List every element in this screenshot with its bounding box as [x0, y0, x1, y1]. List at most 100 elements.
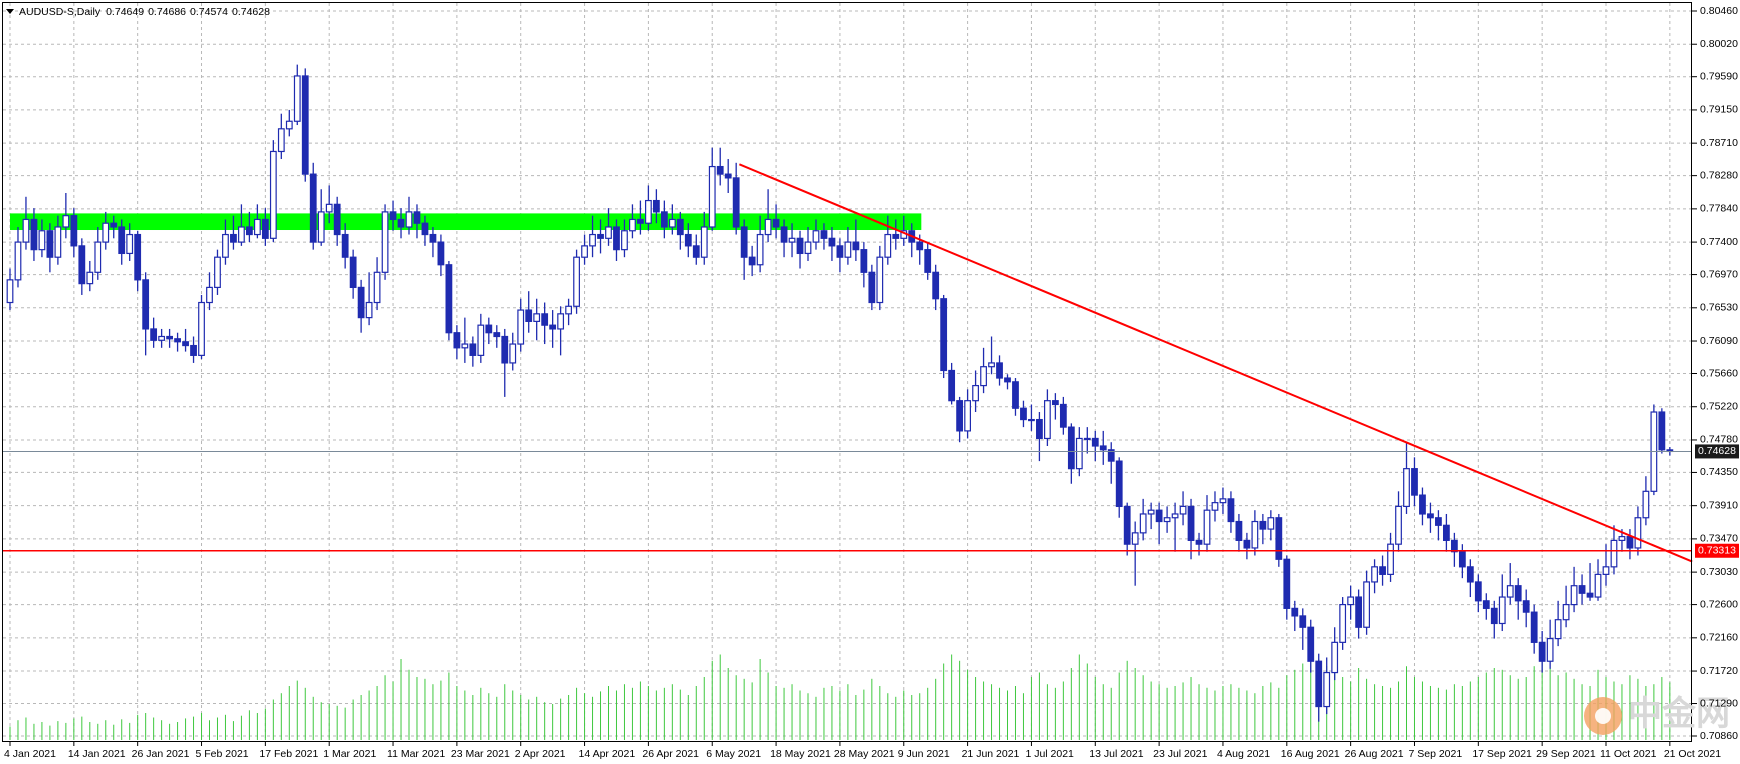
y-tick-label: 0.76090 [1700, 335, 1738, 347]
y-tick-label: 0.70860 [1700, 730, 1738, 742]
candle-body [246, 226, 253, 236]
candle-body [1331, 641, 1339, 674]
candle-body [1435, 517, 1442, 526]
candle-body [780, 226, 788, 243]
candle-body [1387, 543, 1394, 575]
x-tick-label: 4 Jan 2021 [4, 748, 56, 760]
y-tick-label: 0.73910 [1700, 499, 1738, 511]
candle-body [1395, 505, 1402, 545]
trendline [738, 163, 1693, 563]
x-tick-label: 17 Sep 2021 [1472, 748, 1532, 760]
x-tick-label: 17 Feb 2021 [259, 748, 318, 760]
candle-body [684, 233, 692, 247]
candle-body [756, 233, 764, 266]
candle-body [772, 218, 780, 228]
high: 0.74686 [148, 6, 186, 18]
candle-body [333, 203, 341, 236]
candle-body [1036, 418, 1043, 440]
candle-body [341, 233, 349, 258]
symbol: AUDUSD-S,Daily [19, 6, 101, 18]
candle-body [1163, 517, 1171, 523]
candle-body [940, 298, 948, 372]
candle-body [1155, 509, 1163, 523]
candle-body [956, 400, 964, 432]
y-tick-label: 0.72160 [1700, 632, 1738, 644]
candle-body [261, 218, 269, 239]
candle-body [134, 233, 142, 281]
candle-body [365, 301, 373, 319]
candle-body [469, 343, 477, 356]
y-tick-label: 0.76530 [1700, 302, 1738, 314]
candle-body [692, 245, 700, 258]
candle-body [1283, 558, 1291, 609]
candle-body [764, 218, 772, 236]
candle-body [1538, 641, 1546, 662]
x-tick-label: 23 Mar 2021 [451, 748, 510, 760]
candle-body [652, 199, 660, 213]
candle-body [668, 218, 676, 228]
candle-body [972, 384, 979, 402]
candle-body [1482, 600, 1490, 609]
candle-body [253, 218, 261, 236]
y-tick-label: 0.75220 [1700, 401, 1738, 413]
candle-body [1243, 539, 1251, 549]
candle-body [1115, 460, 1123, 508]
candle-body [269, 150, 277, 239]
candle-body [852, 241, 860, 251]
candle-body [373, 271, 381, 304]
y-tick-label: 0.75660 [1700, 367, 1738, 379]
candle-body [485, 324, 493, 334]
candle-body [1490, 607, 1498, 625]
x-tick-label: 29 Sep 2021 [1536, 748, 1596, 760]
candle-body [198, 301, 205, 356]
candle-body [1403, 468, 1410, 508]
y-tick-label: 0.73470 [1700, 533, 1738, 545]
x-tick-label: 28 May 2021 [834, 748, 895, 760]
candle-body [836, 245, 844, 258]
candle-body [924, 249, 932, 273]
candle-body [1530, 611, 1538, 643]
x-tick-label: 26 Aug 2021 [1345, 748, 1404, 760]
candle-body [54, 226, 62, 258]
candle-body [605, 226, 612, 239]
candle-body [1028, 418, 1035, 422]
y-tick-label: 0.78710 [1700, 137, 1738, 149]
watermark: 中金网 [1584, 694, 1730, 735]
candle-body [700, 226, 708, 258]
candle-body [230, 233, 237, 243]
candle-body [118, 226, 126, 255]
candle-body [1043, 400, 1051, 440]
zone [10, 213, 922, 231]
x-tick-label: 21 Jun 2021 [962, 748, 1020, 760]
candle-body [1618, 536, 1626, 542]
candle-body [996, 362, 1003, 379]
candle-body [676, 218, 684, 236]
low: 0.74574 [190, 6, 228, 18]
candle-body [357, 286, 365, 319]
menu-arrow[interactable] [6, 9, 14, 14]
candle-body [1363, 581, 1371, 628]
candle-body [541, 313, 549, 326]
candle-body [110, 222, 118, 228]
candle-body [644, 199, 652, 224]
candle-body [565, 305, 572, 315]
x-tick-label: 7 Sep 2021 [1408, 748, 1462, 760]
candle-body [828, 237, 836, 247]
candle-body [988, 362, 995, 368]
x-tick-label: 21 Oct 2021 [1664, 748, 1721, 760]
candle-body [557, 313, 565, 330]
candle-body [796, 237, 804, 255]
candle-body [70, 215, 78, 247]
x-tick-label: 26 Jan 2021 [132, 748, 190, 760]
candle-body [708, 165, 716, 228]
candle-body [1131, 532, 1139, 545]
x-tick-label: 13 Jul 2021 [1089, 748, 1143, 760]
candle-body [158, 335, 166, 341]
candle-body [14, 241, 22, 281]
candle-body [860, 249, 868, 273]
candle-body [1546, 637, 1554, 662]
candle-body [238, 226, 245, 243]
candle-body [293, 75, 301, 122]
candle-body [1554, 619, 1562, 640]
